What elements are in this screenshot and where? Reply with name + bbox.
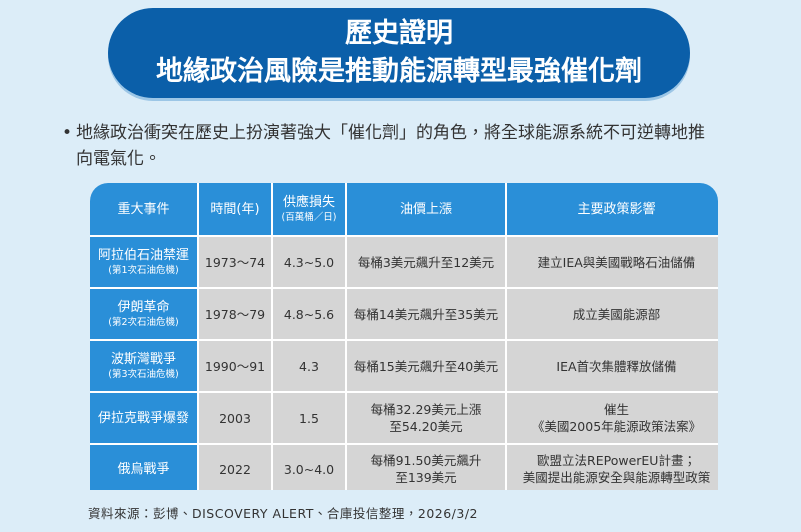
cell-text: 阿拉伯石油禁運 [97, 247, 189, 263]
table-cell: 阿拉伯石油禁運 (第1次石油危機) [90, 237, 197, 287]
cell-text: 1973～74 [204, 254, 266, 270]
cell-text: 伊拉克戰爭爆發 [97, 410, 189, 426]
header-text: 主要政策影響 [577, 201, 656, 217]
table-cell: 每桶14美元飆升至35美元 [347, 289, 505, 339]
header-text: 重大事件 [117, 201, 170, 217]
title-line: 地緣政治風險是推動能源轉型最強催化劑 [156, 56, 642, 87]
cell-text: (第3次石油危機) [108, 368, 179, 380]
cell-text: 俄烏戰爭 [117, 461, 170, 477]
table-cell: 4.8~5.6 [273, 289, 345, 339]
header-text: (百萬桶／日) [281, 211, 337, 223]
cell-text: 成立美國能源部 [572, 306, 661, 322]
title-line: 歷史證明 [345, 18, 453, 49]
header-cell: 供應損失 (百萬桶／日) [273, 183, 345, 235]
cell-text: 3.0~4.0 [283, 461, 335, 477]
table-cell: 1.5 [273, 393, 345, 443]
table-cell: 2003 [199, 393, 271, 443]
table-cell: 建立IEA與美國戰略石油儲備 [507, 237, 718, 287]
cell-text: 4.3~5.0 [283, 254, 335, 270]
bullet-text: 地緣政治衝突在歷史上扮演著強大「催化劑」的角色，將全球能源系統不可逆轉地推 向電氣… [62, 120, 762, 172]
cell-text: 2022 [219, 461, 251, 477]
table-cell: 每桶91.50美元飆升 至139美元 [347, 445, 505, 490]
header-cell: 時間(年) [199, 183, 271, 235]
bullet-line: 向電氣化。 [76, 149, 161, 169]
cell-text: IEA首次集體釋放儲備 [556, 358, 677, 374]
table-cell: 成立美國能源部 [507, 289, 718, 339]
cell-text: 建立IEA與美國戰略石油儲備 [537, 254, 696, 270]
table-cell: 催生《美國2005年能源政策法案》 [507, 393, 718, 443]
table-cell: 每桶32.29美元上漲 至54.20美元 [347, 393, 505, 443]
table-cell: 1990～91 [199, 341, 271, 391]
cell-text: 每桶14美元飆升至35美元 [353, 306, 499, 322]
cell-text: 波斯灣戰爭 [110, 351, 176, 367]
header-cell: 主要政策影響 [507, 183, 718, 235]
title-banner: 歷史證明地緣政治風險是推動能源轉型最強催化劑 [108, 8, 690, 98]
cell-text: 每桶32.29美元上漲 [370, 402, 482, 417]
cell-text: 催生 [603, 402, 629, 417]
header-cell: 油價上漲 [347, 183, 505, 235]
table-cell: 俄烏戰爭 [90, 445, 197, 490]
table-cell: IEA首次集體釋放儲備 [507, 341, 718, 391]
table-cell: 1978～79 [199, 289, 271, 339]
cell-text: 4.3 [299, 358, 319, 374]
table-cell: 4.3~5.0 [273, 237, 345, 287]
table-cell: 2022 [199, 445, 271, 490]
table-cell: 1973～74 [199, 237, 271, 287]
cell-text: 至139美元 [395, 470, 457, 485]
cell-text: 1990～91 [204, 358, 266, 374]
cell-text: 歐盟立法REPowerEU計畫； [537, 453, 696, 468]
cell-text: 每桶91.50美元飆升 [370, 453, 482, 468]
cell-text: (第2次石油危機) [108, 316, 179, 328]
table-cell: 波斯灣戰爭 (第3次石油危機) [90, 341, 197, 391]
cell-text: 4.8~5.6 [283, 306, 335, 322]
cell-text: 《美國2005年能源政策法案》 [531, 419, 702, 434]
cell-text: 伊朗革命 [117, 299, 170, 315]
header-text: 供應損失 [282, 194, 335, 210]
table-cell: 每桶15美元飆升至40美元 [347, 341, 505, 391]
cell-text: 至54.20美元 [389, 419, 463, 434]
header-text: 時間(年) [210, 201, 260, 217]
cell-text: (第1次石油危機) [108, 264, 179, 276]
cell-text: 1978～79 [204, 306, 266, 322]
cell-text: 美國提出能源安全與能源轉型政策 [522, 470, 711, 485]
bullet-dot: • [62, 123, 73, 143]
cell-text: 2003 [219, 410, 251, 426]
cell-text: 每桶3美元飆升至12美元 [357, 254, 495, 270]
table-cell: 3.0~4.0 [273, 445, 345, 490]
table-cell: 伊拉克戰爭爆發 [90, 393, 197, 443]
table: 重大事件 時間(年) 供應損失 (百萬桶／日) 油價上漲 主要政策影響阿拉伯石油禁運 (第1… [90, 183, 718, 490]
cell-text: 1.5 [299, 410, 319, 426]
table-cell: 4.3 [273, 341, 345, 391]
bullet-line: 地緣政治衝突在歷史上扮演著強大「催化劑」的角色，將全球能源系統不可逆轉地推 [76, 123, 705, 143]
table-cell: 歐盟立法REPowerEU計畫； 美國提出能源安全與能源轉型政策 [507, 445, 718, 490]
table-cell: 每桶3美元飆升至12美元 [347, 237, 505, 287]
header-text: 油價上漲 [399, 201, 452, 217]
header-cell: 重大事件 [90, 183, 197, 235]
source-note: 資料來源：彭博、DISCOVERY ALERT、合庫投信整理，2026/3/2 [88, 506, 479, 521]
table-cell: 伊朗革命 (第2次石油危機) [90, 289, 197, 339]
cell-text: 每桶15美元飆升至40美元 [353, 358, 499, 374]
